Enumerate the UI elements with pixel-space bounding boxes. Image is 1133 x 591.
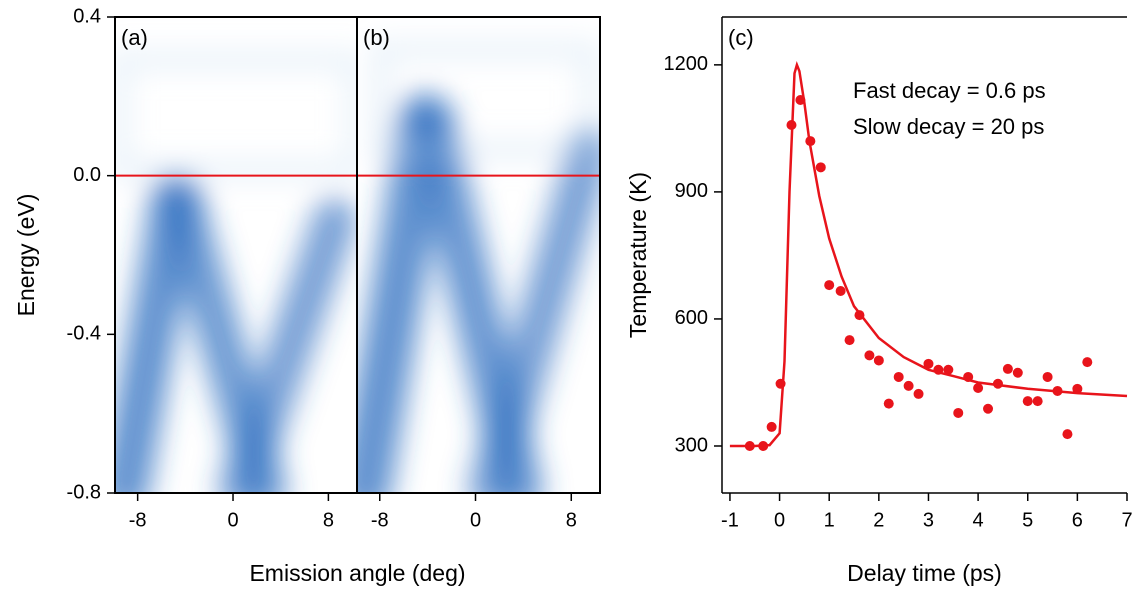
band-intensity-b [357, 40, 600, 493]
x-tick-label: 8 [323, 509, 334, 531]
y-tick-label: -0.8 [67, 481, 101, 503]
data-point [973, 382, 984, 393]
x-tick-label: -8 [371, 509, 389, 531]
x-axis-title: Delay time (ps) [847, 560, 1002, 586]
data-point [883, 398, 894, 409]
y-tick-label: 300 [675, 434, 708, 456]
fit-line [729, 61, 1128, 448]
data-point [903, 380, 914, 391]
data-point [844, 335, 855, 346]
data-point [1042, 371, 1053, 382]
data-point [1082, 357, 1093, 368]
data-point [1032, 396, 1043, 407]
annotation: Slow decay = 20 ps [853, 114, 1044, 139]
y-axis-title: Temperature (K) [625, 172, 651, 338]
annotation: Fast decay = 0.6 ps [853, 78, 1046, 103]
data-point [873, 355, 884, 366]
data-point [766, 421, 777, 432]
data-point [1072, 383, 1083, 394]
data-point [1012, 367, 1023, 378]
data-point [953, 407, 964, 418]
frame [356, 16, 601, 494]
data-point [1022, 396, 1033, 407]
x-tick-label: 0 [470, 509, 481, 531]
band-intensity-a [115, 50, 357, 493]
panel-label: (c) [728, 25, 754, 50]
x-tick-label: 0 [227, 509, 238, 531]
data-point [815, 162, 826, 173]
data-point [1002, 363, 1013, 374]
y-tick-label: 0.0 [73, 164, 101, 186]
panel-label: (a) [121, 25, 148, 50]
x-tick-label: 7 [1121, 509, 1132, 531]
data-point [913, 388, 924, 399]
x-tick-label: 5 [1022, 509, 1033, 531]
data-point [983, 403, 994, 414]
x-tick-label: -8 [129, 509, 147, 531]
data-point [864, 350, 875, 361]
x-tick-label: 6 [1072, 509, 1083, 531]
panel-label: (b) [363, 25, 390, 50]
data-point [1062, 429, 1073, 440]
x-tick-label: 3 [923, 509, 934, 531]
data-point [835, 285, 846, 296]
x-tick-label: 1 [824, 509, 835, 531]
x-tick-label: -1 [721, 509, 739, 531]
y-tick-label: 0.4 [73, 5, 101, 27]
y-tick-label: -0.4 [67, 323, 101, 345]
y-tick-label: 900 [675, 180, 708, 202]
x-tick-label: 0 [774, 509, 785, 531]
x-tick-label: 8 [566, 509, 577, 531]
y-axis-title: Energy (eV) [13, 194, 39, 317]
y-tick-label: 600 [675, 307, 708, 329]
data-point [824, 280, 835, 291]
y-tick-label: 1200 [664, 53, 709, 75]
x-tick-label: 4 [973, 509, 984, 531]
data-point [943, 364, 954, 375]
x-tick-label: 2 [873, 509, 884, 531]
x-axis-title: Emission angle (deg) [249, 560, 465, 586]
data-point [923, 358, 934, 369]
data-point [893, 371, 904, 382]
